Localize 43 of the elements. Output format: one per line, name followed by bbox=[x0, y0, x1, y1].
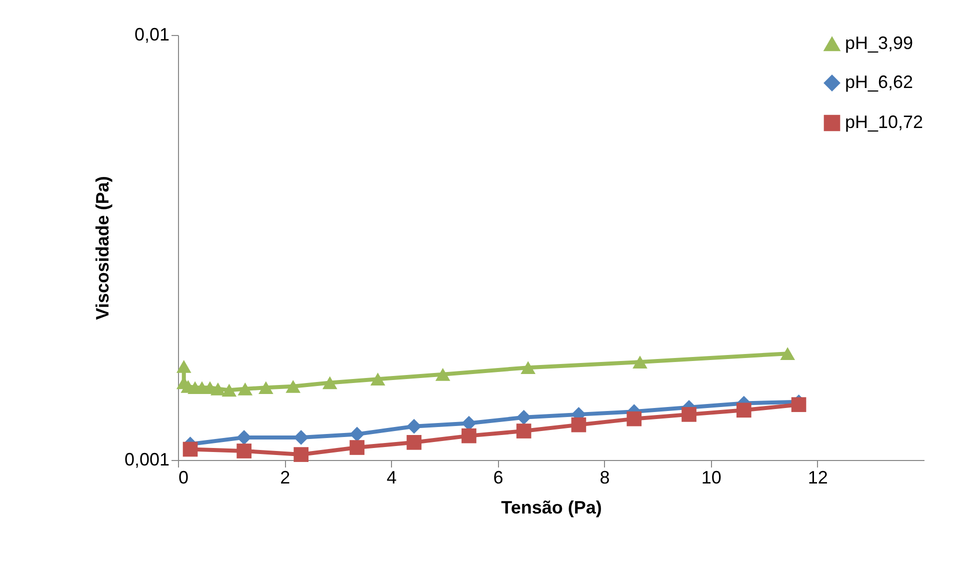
point bbox=[210, 382, 226, 396]
x-tick-label: 10 bbox=[701, 468, 722, 488]
y-tick-label: 0,01 bbox=[134, 24, 170, 44]
y-axis-title: Viscosidade (Pa) bbox=[92, 176, 112, 320]
point bbox=[350, 440, 364, 455]
point bbox=[780, 347, 796, 360]
x-tick-label: 2 bbox=[280, 468, 290, 488]
point bbox=[736, 402, 752, 418]
point bbox=[520, 361, 536, 374]
point bbox=[236, 430, 252, 445]
point bbox=[222, 384, 237, 397]
point bbox=[238, 382, 253, 396]
point bbox=[176, 360, 192, 373]
point bbox=[258, 381, 274, 394]
point bbox=[236, 444, 252, 458]
point bbox=[682, 407, 696, 422]
point bbox=[791, 397, 806, 412]
point bbox=[516, 424, 532, 438]
point bbox=[322, 376, 338, 390]
point bbox=[632, 356, 648, 368]
point bbox=[294, 447, 309, 462]
point bbox=[294, 430, 309, 445]
y-tick-label: 0,001 bbox=[124, 450, 170, 470]
point bbox=[182, 442, 198, 457]
point bbox=[462, 428, 476, 444]
point bbox=[626, 411, 642, 426]
x-tick-label: 6 bbox=[493, 468, 504, 488]
x-tick-label: 8 bbox=[600, 468, 610, 488]
point bbox=[350, 426, 364, 442]
x-tick-label: 12 bbox=[808, 468, 828, 488]
point bbox=[406, 434, 422, 450]
point bbox=[286, 380, 301, 393]
point bbox=[516, 410, 532, 425]
x-tick-label: 0 bbox=[178, 468, 189, 488]
point bbox=[406, 418, 422, 434]
point bbox=[370, 372, 386, 386]
legend-label: pH_3,99 bbox=[845, 33, 914, 53]
x-tick-label: 4 bbox=[386, 468, 397, 488]
x-axis-title: Tensão (Pa) bbox=[501, 498, 602, 518]
legend-label: pH_10,72 bbox=[845, 112, 924, 132]
legend-label: pH_6,62 bbox=[845, 72, 914, 92]
point bbox=[571, 417, 586, 432]
point bbox=[435, 368, 450, 381]
